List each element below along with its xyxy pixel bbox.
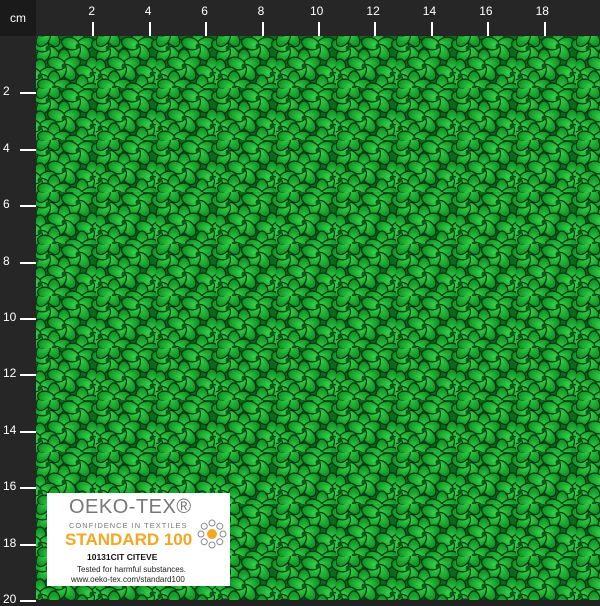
ruler-top-label: 8 (257, 4, 265, 18)
ruler-left-label: 20 (3, 592, 17, 606)
ruler-top-tick (487, 22, 490, 36)
ruler-top-tick (430, 22, 433, 36)
ruler-left-label: 10 (3, 310, 17, 324)
ruler-top-tick (261, 22, 264, 36)
ruler-top-tick (148, 22, 151, 36)
ruler-left-label: 8 (3, 253, 10, 268)
ruler-left-label: 16 (3, 479, 17, 494)
ruler-left-label: 14 (3, 422, 17, 437)
ruler-left-label: 4 (3, 140, 10, 155)
ruler-left-label: 18 (3, 535, 17, 550)
ruler-top-label: 18 (535, 4, 549, 18)
ruler-left-tick (20, 487, 36, 490)
label-url: www.oeko-tex.com/standard100 (71, 575, 185, 584)
ruler-top-label: 2 (88, 4, 96, 18)
ruler-top-label: 14 (422, 4, 437, 18)
oeko-tex-seal-icon (197, 519, 227, 549)
unit-label: cm (10, 11, 26, 25)
label-tagline: CONFIDENCE IN TEXTILES (69, 521, 188, 530)
ruler-left-label: 12 (3, 366, 17, 381)
label-standard: STANDARD 100 (65, 530, 193, 549)
ruler-left-label: 2 (3, 84, 10, 99)
ruler-left-tick (20, 261, 36, 264)
ruler-top-label: 10 (310, 4, 324, 18)
ruler-top-tick (205, 22, 208, 36)
ruler-left-tick (20, 430, 36, 433)
ruler-left: 2 4 6 8 10 12 14 16 18 20 (0, 36, 36, 606)
ruler-unit: cm (0, 0, 36, 36)
label-tested: Tested for harmful substances. (77, 565, 186, 574)
ruler-left-tick (20, 600, 36, 602)
ruler-left-tick (20, 205, 36, 208)
ruler-top-label: 6 (201, 4, 208, 18)
ruler-top-tick (92, 22, 95, 36)
label-code: 10131CIT CITEVE (87, 552, 158, 562)
ruler-top-label: 12 (366, 4, 380, 18)
ruler-left-tick (20, 374, 36, 377)
ruler-top-label: 16 (479, 4, 493, 18)
ruler-top-tick (318, 22, 320, 36)
ruler-top: 2 4 6 8 10 12 14 16 18 (36, 0, 600, 36)
ruler-top-label: 4 (144, 4, 152, 18)
ruler-left-tick (20, 543, 36, 546)
ruler-left-tick (20, 148, 36, 151)
ruler-top-tick (543, 22, 546, 36)
oeko-tex-label: OEKO-TEX® CONFIDENCE IN TEXTILES STANDAR… (47, 493, 230, 586)
label-brand: OEKO-TEX® (69, 496, 192, 518)
ruler-left-label: 6 (3, 197, 10, 212)
ruler-left-tick (20, 92, 36, 95)
ruler-top-tick (374, 22, 377, 36)
ruler-left-tick (20, 318, 36, 320)
